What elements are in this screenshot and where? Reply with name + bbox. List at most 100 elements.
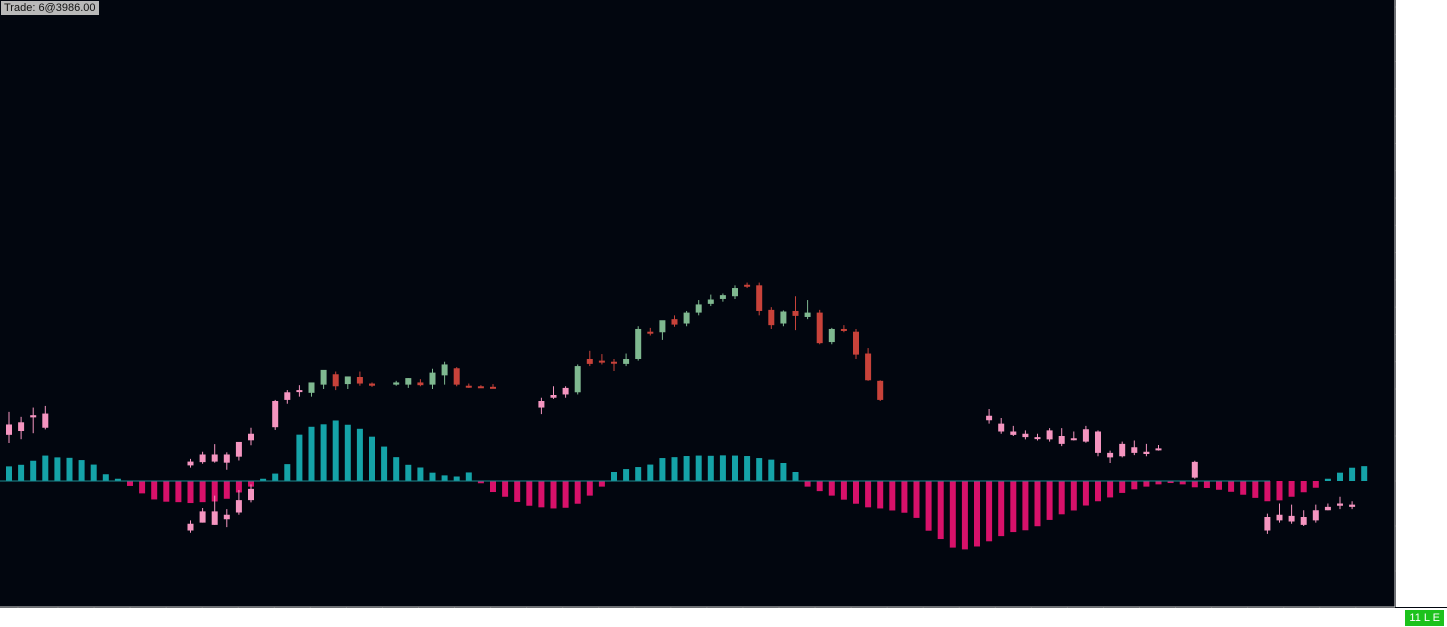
histogram-bar (369, 436, 375, 481)
price-candle-body (405, 378, 412, 385)
histogram-bar (453, 476, 460, 481)
histogram-bar (889, 481, 896, 511)
histogram-bar (1167, 481, 1174, 484)
histogram-bar (1288, 481, 1295, 497)
histogram-bar (1058, 481, 1065, 515)
histogram-bar (332, 420, 339, 481)
histogram-bar (211, 481, 218, 502)
histogram-bar (163, 481, 170, 502)
price-candle-body (840, 328, 847, 331)
osc-candle-body (1191, 461, 1198, 478)
price-candle-body (877, 380, 884, 400)
histogram-bar (647, 464, 654, 481)
histogram-bar (574, 481, 581, 504)
osc-candle-body (1349, 504, 1356, 507)
osc-candle-body (1276, 514, 1283, 521)
osc-candle-body (1131, 447, 1138, 453)
price-candle-body (695, 304, 702, 313)
histogram-bar (320, 424, 327, 481)
histogram-bar (792, 472, 799, 481)
osc-candle-body (1288, 515, 1295, 522)
histogram-bar (744, 456, 751, 481)
histogram-bar (127, 481, 133, 486)
histogram-bar (223, 481, 230, 499)
histogram-bar (526, 481, 533, 506)
osc-candle-body (223, 514, 230, 520)
histogram-bar (272, 473, 279, 481)
histogram-bar (1155, 481, 1162, 485)
histogram-bar (986, 481, 993, 542)
histogram-bar (683, 456, 690, 481)
price-candle-body (465, 385, 472, 388)
histogram-bar (1191, 481, 1198, 488)
price-candle-body (780, 311, 787, 324)
price-candle-body (865, 353, 872, 381)
histogram-bar (514, 481, 521, 502)
price-candle-body (659, 320, 666, 333)
histogram-bar (732, 455, 738, 481)
price-candle-body (671, 319, 678, 325)
price-candle-body (635, 328, 642, 359)
histogram-bar (998, 481, 1005, 537)
price-candle-body (296, 390, 303, 393)
price-candle-body (574, 366, 581, 393)
histogram-bar (199, 481, 206, 503)
price-candle-body (393, 382, 400, 385)
histogram-bar (30, 460, 37, 481)
price-candle-body (586, 358, 593, 364)
osc-candle-body (235, 500, 242, 513)
histogram-bar (804, 481, 811, 487)
osc-candle-body (1143, 451, 1150, 454)
histogram-bar (66, 457, 73, 481)
histogram-bar (381, 446, 388, 481)
histogram-bar (1324, 478, 1331, 481)
histogram-bar (1312, 481, 1319, 488)
price-candle-body (429, 372, 436, 385)
histogram-bar (877, 481, 884, 509)
histogram-bar (1361, 466, 1368, 481)
price-candle-body (611, 361, 617, 364)
osc-candle-body (199, 511, 206, 523)
histogram-bar (1337, 472, 1343, 481)
histogram-bar (308, 426, 315, 481)
price-candle-body (417, 382, 424, 386)
histogram-bar (114, 478, 121, 481)
trade-label: Trade: 6@3986.00 (1, 1, 99, 15)
price-candle-body (719, 295, 726, 299)
histogram-bar (1276, 481, 1283, 501)
histogram-bar (1119, 481, 1126, 493)
histogram-bar (562, 481, 569, 508)
histogram-bar (248, 481, 254, 487)
price-candle-body (490, 386, 496, 389)
price-candle-body (6, 424, 12, 435)
histogram-bar (913, 481, 920, 518)
histogram-bar (1179, 481, 1186, 485)
price-candle-body (853, 331, 859, 355)
osc-candle-body (1264, 517, 1271, 531)
price-candle-body (235, 441, 242, 457)
histogram-bar (695, 455, 702, 481)
histogram-bar (235, 481, 242, 493)
histogram-bar (719, 455, 726, 481)
price-candle-body (369, 383, 375, 386)
price-candle-body (816, 312, 823, 344)
osc-candle-body (1070, 438, 1077, 441)
histogram-bar (1095, 481, 1101, 502)
histogram-bar (538, 481, 545, 508)
price-candle-body (792, 310, 799, 316)
histogram-bar (707, 455, 714, 481)
histogram-bar (1240, 481, 1247, 495)
price-candle-body (308, 382, 315, 393)
histogram-bar (865, 481, 872, 508)
price-candle-body (477, 386, 484, 389)
osc-candle-body (248, 488, 254, 501)
histogram-bar (1082, 481, 1089, 506)
price-candle-body (42, 413, 49, 428)
histogram-bar (417, 467, 424, 481)
price-candle-body (598, 360, 605, 363)
price-candle-body (211, 454, 218, 462)
price-candle-body (683, 312, 690, 324)
histogram-bar (296, 434, 303, 481)
osc-candle-body (1058, 436, 1065, 444)
